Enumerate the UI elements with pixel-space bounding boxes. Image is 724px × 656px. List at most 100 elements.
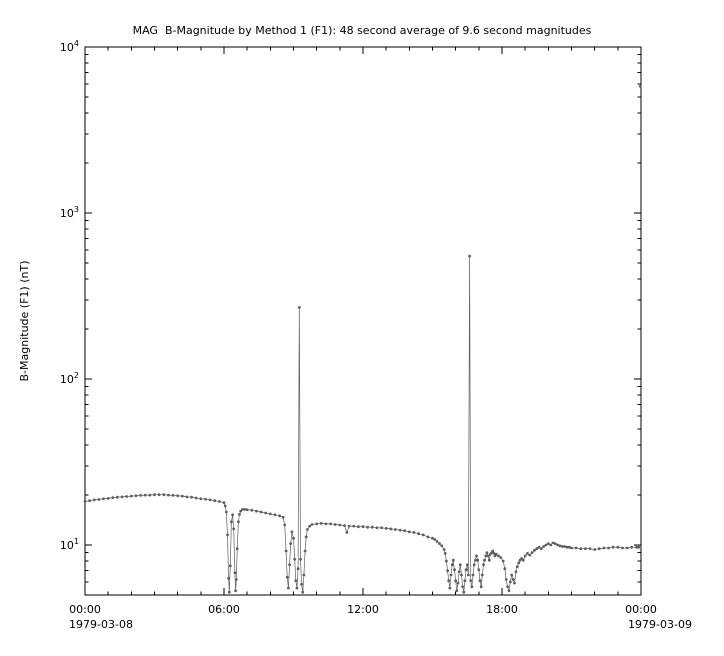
data-point <box>243 508 247 511</box>
data-point <box>515 565 519 569</box>
data-point <box>511 578 515 581</box>
data-point <box>235 547 239 551</box>
data-point <box>482 563 485 567</box>
data-point <box>549 543 553 547</box>
data-point <box>268 512 272 516</box>
data-point <box>324 522 328 526</box>
data-point <box>558 544 562 548</box>
data-point <box>468 254 471 258</box>
data-point <box>343 524 346 527</box>
data-point <box>384 527 388 530</box>
data-point <box>288 563 291 567</box>
data-point <box>472 563 476 567</box>
data-point <box>352 524 356 528</box>
data-point <box>584 547 587 551</box>
data-point <box>535 547 539 551</box>
data-point <box>83 500 87 503</box>
data-point <box>528 553 532 557</box>
data-point <box>597 547 601 551</box>
y-axis-title: B-Magnitude (F1) (nT) <box>18 261 31 382</box>
data-point <box>134 494 138 498</box>
data-point <box>111 496 115 499</box>
data-point <box>231 513 235 517</box>
data-point <box>503 567 507 571</box>
data-point <box>398 528 402 532</box>
data-point <box>537 545 541 549</box>
data-point <box>264 511 268 515</box>
data-point <box>315 522 319 526</box>
x-tick-label: 18:00 <box>486 603 518 616</box>
data-point <box>553 542 557 545</box>
data-point <box>218 500 221 503</box>
data-point <box>329 522 332 526</box>
x-axis: 00:00 06:00 12:00 18:00 00:00 1979-03-08 1979-… <box>69 47 692 631</box>
data-point <box>213 499 217 503</box>
data-point <box>467 573 470 577</box>
chart-title: MAG B-Magnitude by Method 1 (F1): 48 sec… <box>132 24 592 37</box>
data-point <box>442 548 446 551</box>
data-point <box>456 581 460 585</box>
data-point <box>453 568 456 572</box>
data-point <box>451 558 455 562</box>
data-point <box>366 525 369 529</box>
data-point <box>338 523 342 527</box>
y-axis: 101 102 103 104 B-Magnitude (F1) (nT) <box>18 39 641 583</box>
data-point <box>370 525 374 529</box>
data-point <box>533 548 536 552</box>
data-point <box>403 529 407 533</box>
data-point <box>463 579 467 583</box>
data-point <box>462 590 466 594</box>
data-point <box>255 509 258 513</box>
data-point <box>540 547 543 551</box>
data-point <box>281 515 285 519</box>
data-point <box>238 513 241 516</box>
data-point <box>222 501 226 504</box>
data-point <box>448 586 452 590</box>
data-point <box>407 530 411 534</box>
data-point <box>129 494 133 498</box>
data-point <box>259 510 263 514</box>
data-point <box>226 533 229 537</box>
data-point <box>239 509 243 513</box>
data-point <box>285 575 289 579</box>
data-point <box>638 84 642 88</box>
data-point <box>426 535 430 539</box>
data-point <box>570 546 573 550</box>
data-point <box>478 579 482 583</box>
data-point <box>508 580 512 584</box>
data-point <box>380 526 383 530</box>
data-point <box>460 573 463 577</box>
data-point <box>630 545 634 549</box>
data-point <box>501 559 505 563</box>
data-point <box>464 568 468 572</box>
data-point <box>542 545 546 548</box>
y-tick-label: 104 <box>60 39 79 54</box>
data-point <box>431 536 434 540</box>
data-point <box>290 530 294 534</box>
data-point <box>148 493 152 497</box>
data-point <box>293 557 297 561</box>
data-point <box>284 549 288 553</box>
data-point <box>530 551 534 554</box>
data-point <box>157 493 161 497</box>
data-point <box>461 585 464 589</box>
data-point <box>250 508 254 512</box>
data-point <box>492 552 496 555</box>
data-point <box>458 563 462 567</box>
data-point <box>504 578 508 581</box>
data-point <box>171 494 175 497</box>
data-point <box>185 495 189 499</box>
data-point <box>357 525 360 529</box>
data-point <box>297 306 301 309</box>
data-point <box>208 498 212 502</box>
data-point <box>438 542 441 545</box>
data-point <box>494 552 498 556</box>
data-point <box>497 554 500 558</box>
data-point <box>333 523 337 526</box>
data-point <box>227 590 231 594</box>
data-point <box>223 504 227 508</box>
data-point <box>514 570 518 574</box>
data-point <box>480 573 484 577</box>
data-point <box>199 497 203 501</box>
data-point <box>474 558 477 562</box>
